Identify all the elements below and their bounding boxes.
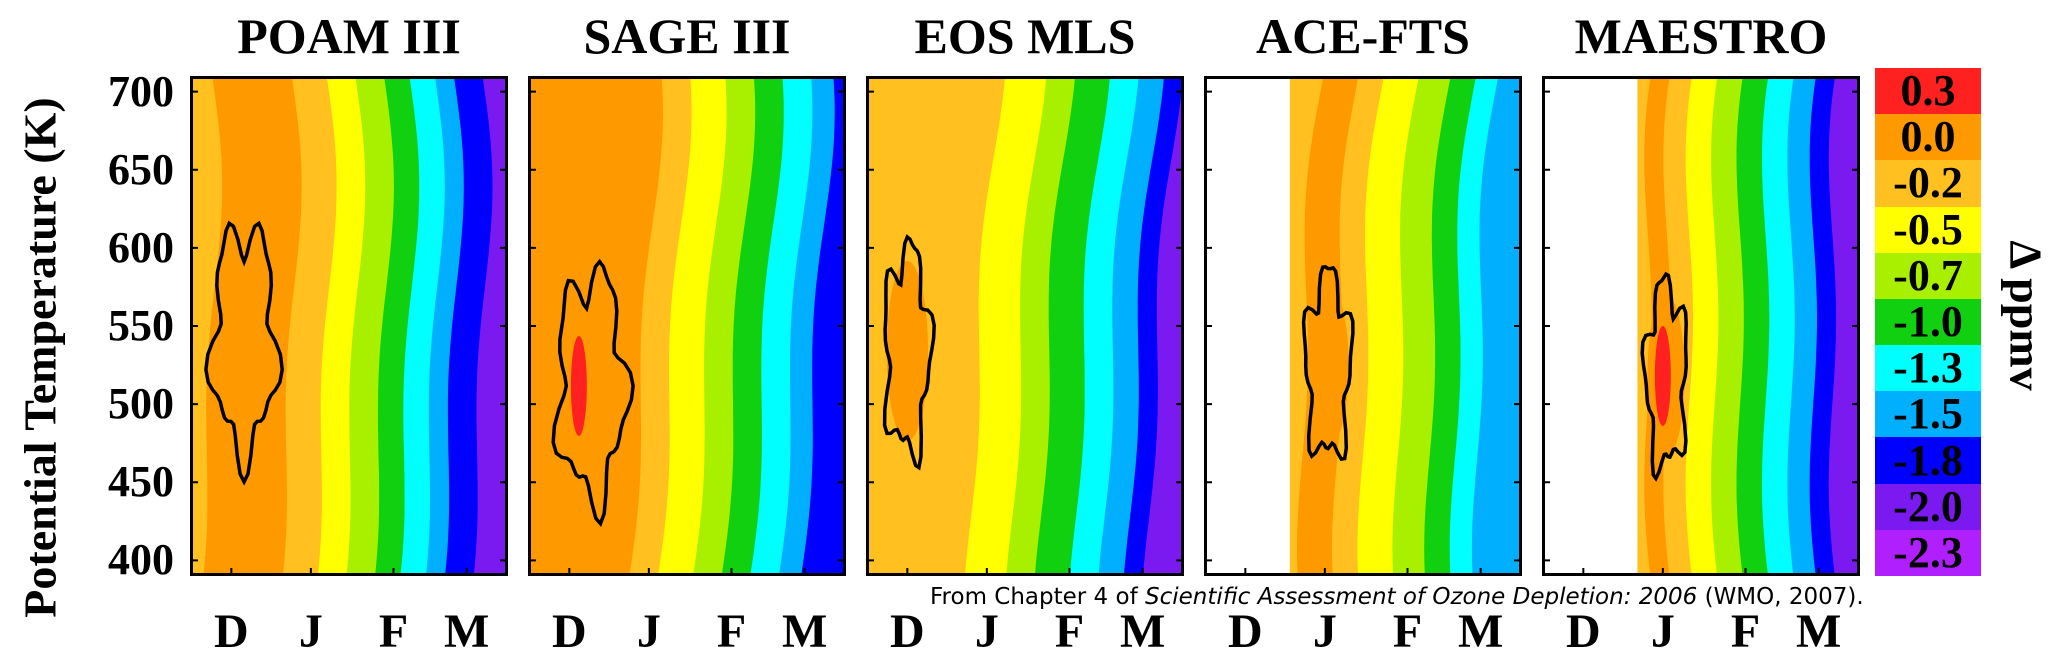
colorbar-label: -0.7 [1893, 250, 1963, 300]
colorbar-swatch [1875, 206, 1981, 254]
maximum-region [886, 261, 929, 441]
credit-suffix: (WMO, 2007). [1697, 584, 1864, 610]
colorbar-label: -0.5 [1893, 204, 1963, 254]
contour-panel [866, 76, 1184, 576]
colorbar-label: -1.5 [1893, 389, 1963, 439]
maximum-region [215, 242, 273, 440]
credit-note: From Chapter 4 of Scientific Assessment … [930, 584, 1864, 610]
contour-line [1301, 264, 1355, 462]
contour-panel [1542, 76, 1860, 576]
colorbar-swatch [1875, 160, 1981, 208]
x-tick-label: D [213, 605, 249, 658]
x-tick-label: F [1392, 605, 1423, 658]
contour-panel [190, 76, 508, 576]
colorbar-swatch [1875, 114, 1981, 161]
y-tick-label: 550 [108, 301, 174, 350]
contour-plot [190, 76, 508, 576]
contour-band [801, 76, 846, 576]
colorbar-swatch [1875, 252, 1981, 300]
y-tick-label: 650 [108, 144, 174, 194]
x-tick-label: J [1312, 605, 1337, 658]
panel-title: MAESTRO [1574, 8, 1828, 64]
panel-title: ACE-FTS [1256, 8, 1470, 64]
contour-plot [1204, 76, 1522, 576]
panel-title: EOS MLS [914, 8, 1136, 64]
peak-region [570, 336, 587, 436]
contour-plot [1542, 76, 1860, 576]
x-tick-label: M [444, 605, 490, 658]
contour-plot [528, 76, 846, 576]
contour-band [1471, 76, 1522, 576]
colorbar-label: -2.3 [1893, 527, 1963, 577]
maximum-region [1307, 285, 1349, 447]
panel-title: SAGE III [583, 8, 791, 64]
colorbar-label: 0.3 [1900, 66, 1956, 116]
x-tick-label: F [378, 605, 409, 658]
x-tick-label: J [636, 605, 661, 658]
contour-panel [528, 76, 846, 576]
colorbar-swatch [1875, 483, 1981, 531]
x-tick-label: J [1650, 605, 1675, 658]
colorbar-swatch [1875, 298, 1981, 346]
colorbar-label: -1.0 [1893, 297, 1963, 346]
contour-line [551, 258, 635, 527]
colorbar-label: -0.2 [1893, 158, 1963, 208]
contour-line [1640, 271, 1688, 482]
x-tick-label: F [716, 605, 747, 658]
y-tick-label: 700 [108, 66, 174, 116]
contour-plot [866, 76, 1184, 576]
colorbar-swatch [1875, 345, 1981, 392]
colorbar-swatch [1875, 437, 1981, 485]
contour-band [1828, 76, 1860, 576]
x-tick-label: D [551, 605, 587, 658]
x-tick-label: D [1565, 605, 1601, 658]
credit-title: Scientific Assessment of Ozone Depletion… [1145, 584, 1698, 610]
colorbar-swatch [1875, 68, 1981, 115]
colorbar-label: -1.8 [1893, 435, 1963, 485]
credit-prefix: From Chapter 4 of [930, 584, 1145, 610]
colorbar-label: -2.0 [1893, 481, 1963, 531]
contour-line [882, 234, 936, 471]
colorbar-label: -1.3 [1893, 343, 1963, 393]
y-axis-label: Potential Temperature (K) [14, 96, 66, 618]
colorbar-swatch [1875, 391, 1981, 438]
peak-region [1654, 326, 1671, 426]
x-tick-label: J [298, 605, 323, 658]
colorbar-swatch [1875, 529, 1981, 577]
panel-title: POAM III [237, 8, 461, 64]
x-tick-label: D [889, 605, 925, 658]
x-tick-label: M [1796, 605, 1842, 658]
x-tick-label: M [782, 605, 828, 658]
colorbar-label: 0.0 [1900, 112, 1956, 162]
y-tick-label: 450 [108, 457, 174, 507]
contour-line [204, 220, 284, 486]
y-tick-label: 600 [108, 222, 174, 272]
x-tick-label: M [1120, 605, 1166, 658]
x-tick-label: F [1054, 605, 1085, 658]
y-tick-label: 500 [108, 379, 174, 429]
contour-panel [1204, 76, 1522, 576]
x-tick-label: M [1458, 605, 1504, 658]
x-tick-label: J [974, 605, 999, 658]
contour-band [1143, 76, 1184, 576]
contour-band [473, 76, 508, 576]
x-tick-label: D [1227, 605, 1263, 658]
y-tick-label: 400 [108, 535, 174, 585]
x-tick-label: F [1730, 605, 1761, 658]
maximum-region [560, 287, 623, 485]
colorbar-title: Δ ppmv [2000, 239, 2052, 391]
